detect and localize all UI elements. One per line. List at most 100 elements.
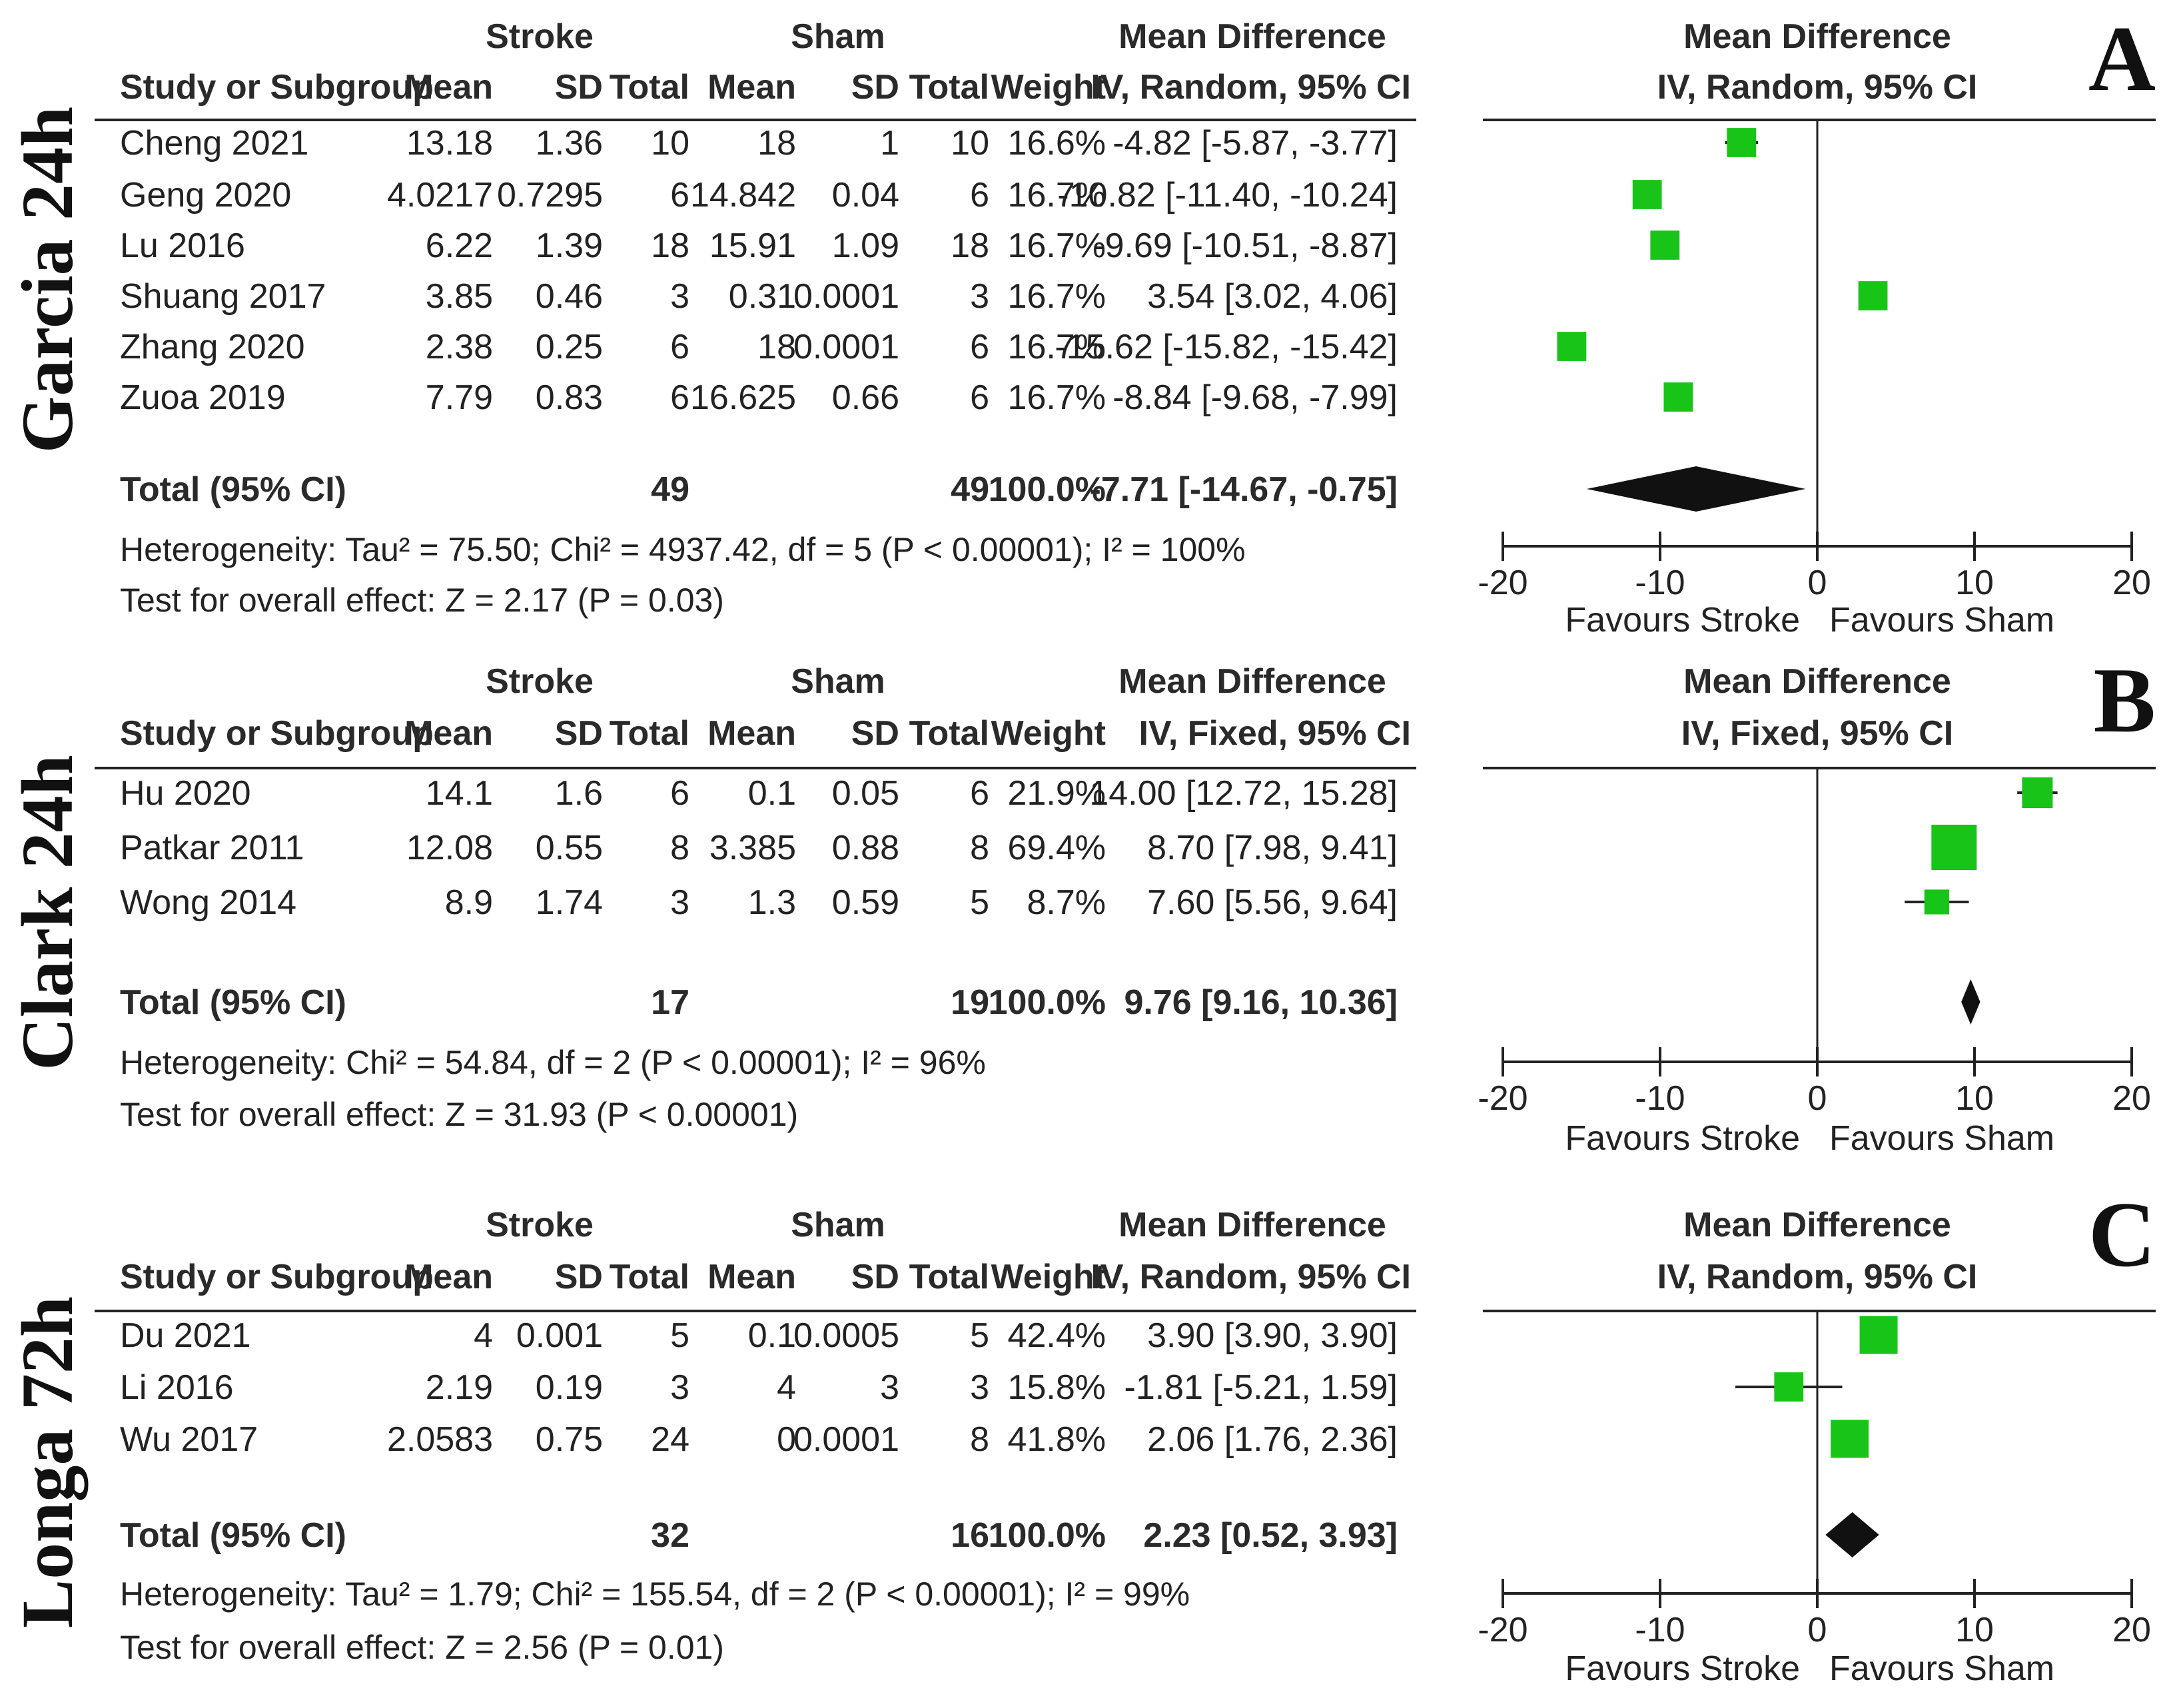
column-header-ci: IV, Fixed, 95% CI (1139, 714, 1411, 753)
sham-mean-value: 15.91 (709, 226, 796, 265)
sham-sd-value: 0.0001 (793, 1420, 899, 1459)
x-tick-label: 0 (1808, 1611, 1827, 1649)
ci-value: 3.90 [3.90, 3.90] (1147, 1316, 1398, 1355)
weight-value: 41.8% (1008, 1420, 1106, 1459)
x-tick-label: -20 (1478, 1611, 1528, 1649)
study-name: Hu 2020 (120, 774, 251, 813)
total-ci-value: -7.71 [-14.67, -0.75] (1090, 470, 1398, 509)
column-header-sham-sd: SD (851, 68, 899, 107)
overall-effect-text: Test for overall effect: Z = 2.17 (P = 0… (120, 582, 724, 619)
stroke-total-value: 18 (651, 226, 689, 265)
stroke-sd-value: 0.75 (536, 1420, 603, 1459)
total-stroke-n: 32 (651, 1516, 689, 1555)
weight-value: 16.7% (1008, 176, 1106, 214)
favours-left-label: Favours Stroke (1565, 601, 1800, 640)
panel-side-label: Garcia 24h (7, 107, 88, 453)
study-name: Geng 2020 (120, 176, 291, 214)
effect-box (1859, 1316, 1898, 1354)
study-name: Li 2016 (120, 1368, 234, 1407)
panel-letter: A (2088, 7, 2156, 111)
sham-sd-value: 0.04 (832, 176, 899, 214)
heterogeneity-text: Heterogeneity: Tau² = 75.50; Chi² = 4937… (120, 531, 1246, 568)
sham-total-value: 3 (970, 1368, 989, 1407)
sham-total-value: 6 (970, 378, 989, 417)
group-header-stroke: Stroke (486, 17, 594, 56)
effect-box (1831, 1420, 1869, 1458)
stroke-sd-value: 0.19 (536, 1368, 603, 1407)
heterogeneity-text: Heterogeneity: Tau² = 1.79; Chi² = 155.5… (120, 1575, 1190, 1613)
sham-total-value: 6 (970, 774, 989, 813)
ci-value: -10.82 [-11.40, -10.24] (1057, 176, 1398, 214)
effect-box (1632, 180, 1662, 209)
forest-panel-b: Clark 24h B Stroke Sham Mean Difference Mean … (7, 649, 2156, 1158)
weight-value: 15.8% (1008, 1368, 1106, 1407)
stroke-mean-value: 13.18 (406, 124, 493, 163)
total-weight: 100.0% (989, 1516, 1106, 1555)
sham-total-value: 10 (951, 124, 989, 163)
column-header-stroke-mean: Mean (404, 68, 493, 107)
sham-total-value: 5 (970, 1316, 989, 1355)
stroke-total-value: 6 (670, 378, 689, 417)
stroke-sd-value: 0.83 (536, 378, 603, 417)
effect-box (1774, 1372, 1804, 1402)
favours-right-label: Favours Sham (1829, 1119, 2054, 1158)
stroke-mean-value: 2.38 (426, 328, 493, 366)
effect-box (2022, 777, 2053, 808)
x-tick-label: 10 (1955, 1611, 1994, 1649)
ci-value: 7.60 [5.56, 9.64] (1147, 883, 1398, 922)
stroke-total-value: 5 (670, 1316, 689, 1355)
favours-left-label: Favours Stroke (1565, 1649, 1800, 1688)
column-header-sham-sd: SD (851, 1258, 899, 1296)
pooled-diamond (1586, 466, 1806, 512)
ci-value: 2.06 [1.76, 2.36] (1147, 1420, 1398, 1459)
stroke-total-value: 6 (670, 176, 689, 214)
weight-value: 8.7% (1027, 883, 1106, 922)
column-header-study: Study or Subgroup (120, 1258, 434, 1296)
weight-value: 16.7% (1008, 328, 1106, 366)
stroke-total-value: 3 (670, 277, 689, 316)
stroke-mean-value: 8.9 (445, 883, 493, 922)
ci-value: 8.70 [7.98, 9.41] (1147, 829, 1398, 867)
weight-value: 21.9% (1008, 774, 1106, 813)
pooled-diamond (1825, 1512, 1879, 1557)
column-header-stroke-total: Total (610, 714, 689, 753)
total-sham-n: 49 (951, 470, 989, 509)
plot-header-mean-difference: Mean Difference (1683, 17, 1951, 56)
total-ci-value: 9.76 [9.16, 10.36] (1124, 983, 1398, 1022)
total-sham-n: 16 (951, 1516, 989, 1555)
stroke-sd-value: 1.39 (536, 226, 603, 265)
study-name: Shuang 2017 (120, 277, 326, 316)
study-name: Wu 2017 (120, 1420, 258, 1459)
total-label: Total (95% CI) (120, 470, 346, 509)
sham-total-value: 3 (970, 277, 989, 316)
column-header-stroke-total: Total (610, 68, 689, 107)
x-tick-label: 20 (2112, 1079, 2151, 1118)
sham-sd-value: 0.0005 (793, 1316, 899, 1355)
sham-total-value: 6 (970, 328, 989, 366)
panel-side-label: Longa 72h (7, 1296, 88, 1628)
x-tick-label: 0 (1808, 564, 1827, 602)
weight-value: 16.7% (1008, 226, 1106, 265)
plot-header-method: IV, Random, 95% CI (1657, 1258, 1978, 1296)
column-header-sham-sd: SD (851, 714, 899, 753)
favours-left-label: Favours Stroke (1565, 1119, 1800, 1158)
x-tick-label: 20 (2112, 564, 2151, 602)
column-header-stroke-total: Total (610, 1258, 689, 1296)
stroke-total-value: 8 (670, 829, 689, 867)
stroke-mean-value: 4.0217 (387, 176, 493, 214)
column-header-weight: Weight (991, 714, 1106, 753)
total-ci-value: 2.23 [0.52, 3.93] (1143, 1516, 1398, 1555)
stroke-mean-value: 12.08 (406, 829, 493, 867)
stroke-sd-value: 0.25 (536, 328, 603, 366)
total-weight: 100.0% (989, 983, 1106, 1022)
x-tick-label: 10 (1955, 564, 1994, 602)
effect-box (1924, 889, 1949, 915)
stroke-total-value: 3 (670, 883, 689, 922)
sham-mean-value: 1.3 (748, 883, 796, 922)
stroke-sd-value: 1.74 (536, 883, 603, 922)
ci-value: -15.62 [-15.82, -15.42] (1055, 328, 1398, 366)
weight-value: 16.7% (1008, 378, 1106, 417)
ci-value: -1.81 [-5.21, 1.59] (1124, 1368, 1398, 1407)
effect-box (1931, 825, 1977, 870)
